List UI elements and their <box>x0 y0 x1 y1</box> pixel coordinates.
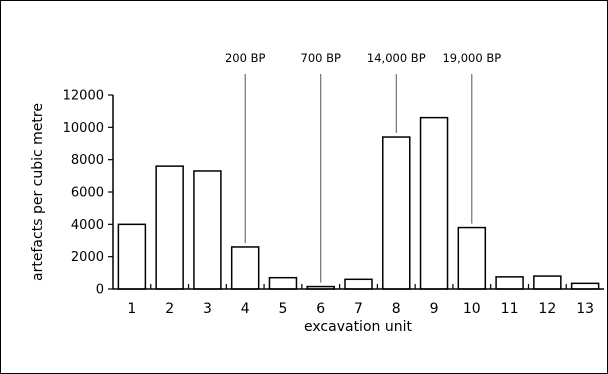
x-tick-label: 6 <box>316 301 325 317</box>
bar <box>570 282 600 290</box>
x-tick-label: 11 <box>501 301 519 317</box>
x-tick-label: 13 <box>576 301 594 317</box>
x-tick-label: 9 <box>430 301 439 317</box>
x-tick-label: 5 <box>279 301 288 317</box>
y-tick-label: 10000 <box>63 121 104 136</box>
y-axis-title: artefacts per cubic metre <box>30 103 46 281</box>
bar <box>155 165 184 290</box>
annotation-label: 14,000 BP <box>367 51 426 65</box>
y-tick-label: 4000 <box>71 218 104 233</box>
y-tick-label: 8000 <box>71 153 104 168</box>
bar <box>344 278 373 290</box>
bar <box>117 223 147 290</box>
x-tick-label: 7 <box>354 301 363 317</box>
axes-layer <box>112 95 604 290</box>
y-tick-label: 2000 <box>71 250 104 265</box>
x-tick-label: 1 <box>127 301 136 317</box>
x-tick-label: 12 <box>538 301 556 317</box>
bar <box>533 275 562 290</box>
y-ticks: 0 2000 4000 6000 8000 10000 12000 <box>63 89 113 298</box>
x-tick-labels: 1 2 3 4 5 6 7 8 9 10 11 12 13 <box>127 284 594 317</box>
bar <box>193 170 222 290</box>
bar <box>457 226 487 290</box>
x-tick-label: 2 <box>165 301 174 317</box>
x-tick-label: 8 <box>392 301 401 317</box>
y-tick-label: 6000 <box>71 186 104 201</box>
bar <box>230 246 260 290</box>
x-tick-label: 3 <box>203 301 212 317</box>
x-tick-label: 4 <box>241 301 250 317</box>
bar <box>382 136 411 290</box>
bar <box>495 276 524 290</box>
x-tick-label: 10 <box>463 301 481 317</box>
y-tick-label: 0 <box>96 283 104 298</box>
bars-layer <box>117 116 600 290</box>
annotations: 200 BP 700 BP 14,000 BP 19,000 BP <box>225 51 501 283</box>
bar <box>268 276 298 290</box>
annotation-label: 19,000 BP <box>442 51 501 65</box>
x-axis-title: excavation unit <box>304 319 412 335</box>
bar <box>419 116 449 290</box>
annotation-label: 700 BP <box>301 51 341 65</box>
y-tick-label: 12000 <box>63 89 104 104</box>
annotation-label: 200 BP <box>225 51 265 65</box>
